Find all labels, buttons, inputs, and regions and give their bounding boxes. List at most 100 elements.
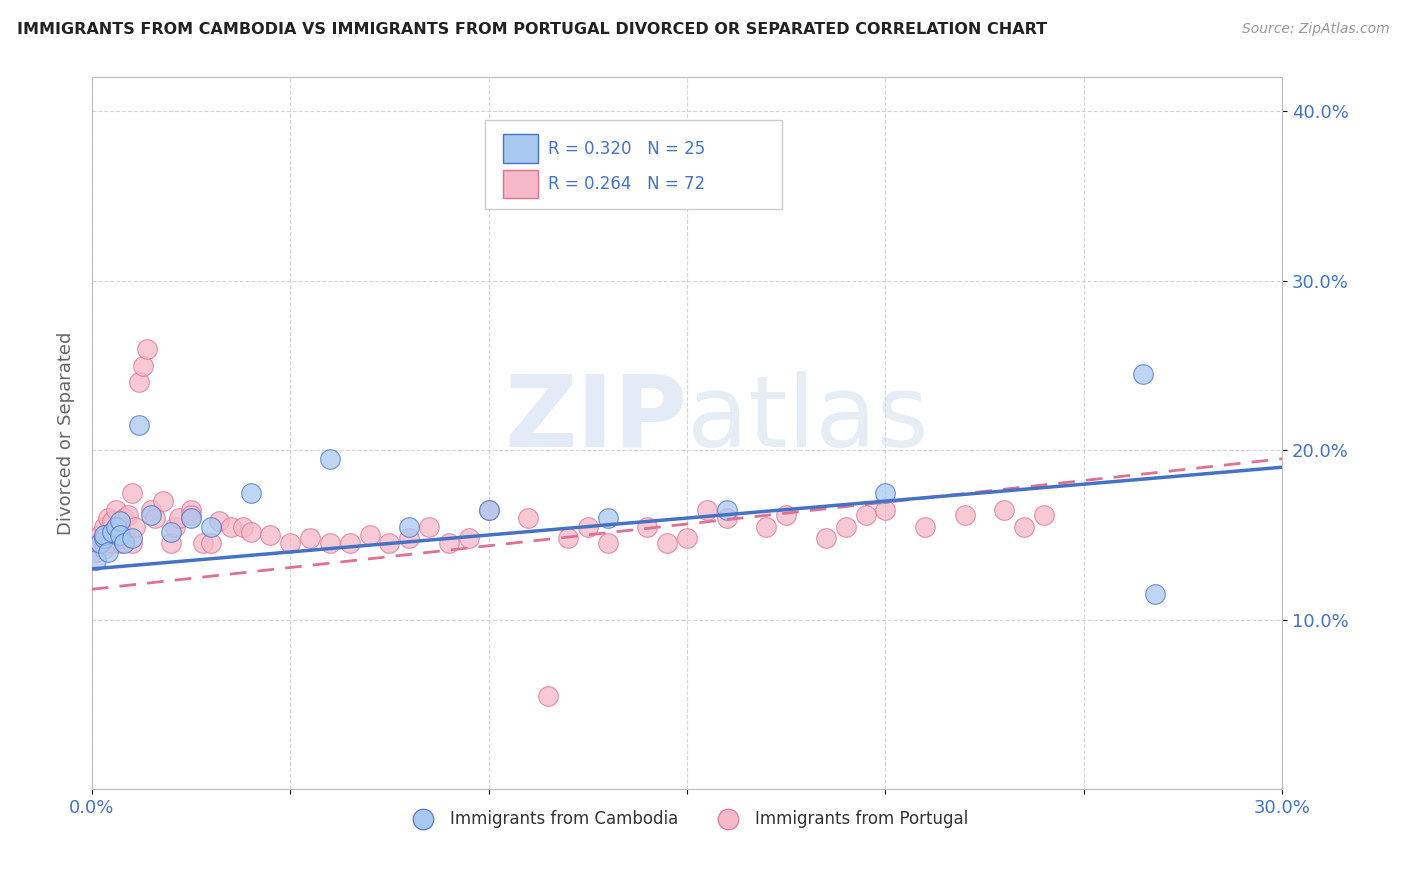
Point bbox=[993, 502, 1015, 516]
Point bbox=[84, 545, 107, 559]
Point bbox=[208, 515, 231, 529]
Text: ZIP: ZIP bbox=[505, 370, 688, 467]
Point bbox=[418, 519, 440, 533]
Point bbox=[108, 536, 131, 550]
Point bbox=[914, 519, 936, 533]
Point bbox=[84, 536, 107, 550]
Point bbox=[775, 508, 797, 522]
Point bbox=[537, 689, 560, 703]
FancyBboxPatch shape bbox=[502, 135, 538, 163]
Text: IMMIGRANTS FROM CAMBODIA VS IMMIGRANTS FROM PORTUGAL DIVORCED OR SEPARATED CORRE: IMMIGRANTS FROM CAMBODIA VS IMMIGRANTS F… bbox=[17, 22, 1047, 37]
Point bbox=[437, 536, 460, 550]
Point bbox=[89, 536, 111, 550]
Point bbox=[814, 532, 837, 546]
FancyBboxPatch shape bbox=[502, 170, 538, 198]
Point bbox=[121, 536, 143, 550]
Point bbox=[112, 532, 135, 546]
Point bbox=[676, 532, 699, 546]
Point bbox=[108, 519, 131, 533]
Point bbox=[339, 536, 361, 550]
Text: R = 0.320   N = 25: R = 0.320 N = 25 bbox=[548, 140, 704, 158]
Point bbox=[104, 519, 127, 533]
Point bbox=[398, 532, 420, 546]
Text: Source: ZipAtlas.com: Source: ZipAtlas.com bbox=[1241, 22, 1389, 37]
Point bbox=[97, 528, 120, 542]
Point bbox=[89, 536, 111, 550]
Point bbox=[89, 528, 111, 542]
Point bbox=[93, 519, 115, 533]
Point bbox=[716, 511, 738, 525]
Point bbox=[200, 519, 222, 533]
Point bbox=[953, 508, 976, 522]
Point bbox=[200, 536, 222, 550]
Point bbox=[378, 536, 401, 550]
Point bbox=[596, 536, 619, 550]
Point bbox=[457, 532, 479, 546]
Point bbox=[124, 519, 146, 533]
Point bbox=[97, 545, 120, 559]
Point bbox=[299, 532, 322, 546]
Point bbox=[143, 511, 166, 525]
Point bbox=[108, 528, 131, 542]
Point bbox=[100, 524, 122, 539]
Point bbox=[875, 485, 897, 500]
Point bbox=[1033, 508, 1056, 522]
Point bbox=[167, 511, 190, 525]
Point bbox=[855, 508, 877, 522]
Point bbox=[180, 502, 202, 516]
Point bbox=[319, 536, 342, 550]
Point bbox=[100, 524, 122, 539]
Point bbox=[93, 532, 115, 546]
Point bbox=[696, 502, 718, 516]
Point bbox=[359, 528, 381, 542]
Point bbox=[93, 532, 115, 546]
Point bbox=[755, 519, 778, 533]
Text: R = 0.264   N = 72: R = 0.264 N = 72 bbox=[548, 175, 704, 194]
Point bbox=[160, 524, 183, 539]
Point bbox=[232, 519, 254, 533]
Point bbox=[478, 502, 501, 516]
Point bbox=[117, 508, 139, 522]
Point bbox=[141, 502, 163, 516]
Point bbox=[104, 532, 127, 546]
Point bbox=[636, 519, 658, 533]
Y-axis label: Divorced or Separated: Divorced or Separated bbox=[58, 332, 75, 535]
Point bbox=[112, 536, 135, 550]
Point bbox=[100, 515, 122, 529]
Point bbox=[97, 511, 120, 525]
Point bbox=[160, 536, 183, 550]
Point bbox=[596, 511, 619, 525]
Point bbox=[141, 508, 163, 522]
Point bbox=[239, 485, 262, 500]
Point bbox=[191, 536, 214, 550]
Point bbox=[576, 519, 599, 533]
Point bbox=[1144, 587, 1167, 601]
FancyBboxPatch shape bbox=[485, 120, 782, 209]
Point bbox=[121, 532, 143, 546]
Point bbox=[239, 524, 262, 539]
Point bbox=[219, 519, 242, 533]
Point bbox=[100, 536, 122, 550]
Point bbox=[165, 519, 187, 533]
Point bbox=[716, 502, 738, 516]
Point bbox=[657, 536, 679, 550]
Point bbox=[180, 511, 202, 525]
Point bbox=[128, 376, 150, 390]
Point bbox=[136, 342, 159, 356]
Point bbox=[478, 502, 501, 516]
Point bbox=[517, 511, 540, 525]
Point bbox=[112, 511, 135, 525]
Point bbox=[104, 502, 127, 516]
Point bbox=[180, 508, 202, 522]
Point bbox=[93, 541, 115, 556]
Point bbox=[1132, 367, 1154, 381]
Point bbox=[108, 515, 131, 529]
Point bbox=[128, 417, 150, 432]
Point bbox=[835, 519, 858, 533]
Point bbox=[319, 451, 342, 466]
Point bbox=[152, 494, 174, 508]
Legend: Immigrants from Cambodia, Immigrants from Portugal: Immigrants from Cambodia, Immigrants fro… bbox=[399, 803, 974, 834]
Text: atlas: atlas bbox=[688, 370, 928, 467]
Point bbox=[93, 528, 115, 542]
Point bbox=[132, 359, 155, 373]
